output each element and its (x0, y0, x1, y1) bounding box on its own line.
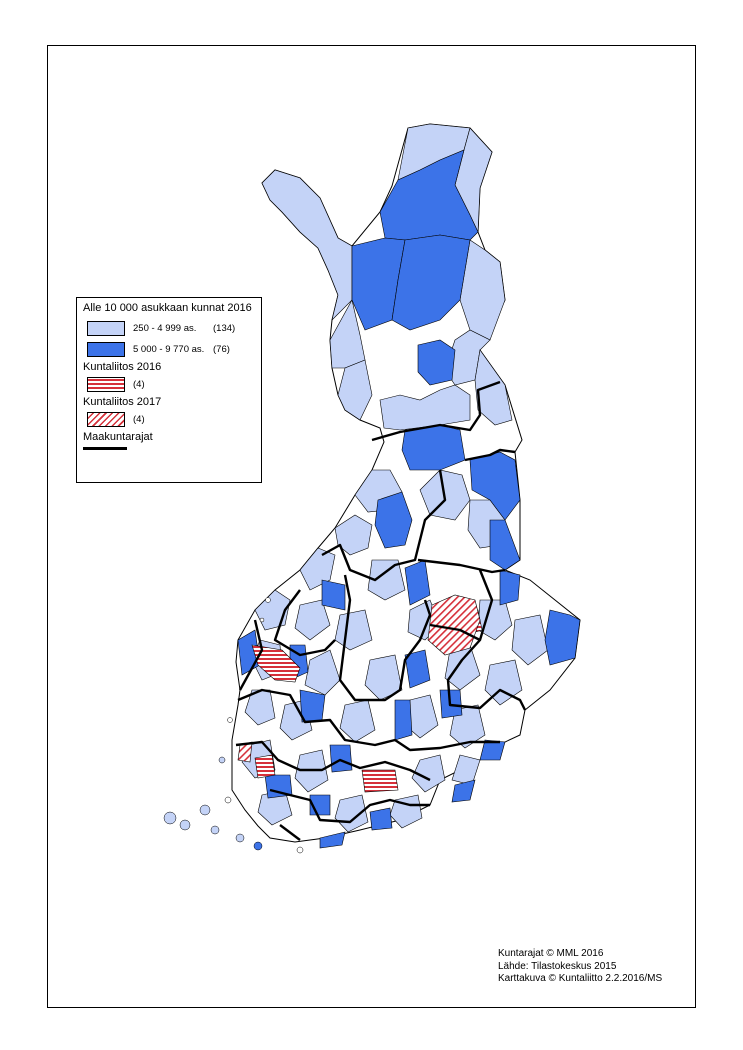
legend-merger-2017-title: Kuntaliitos 2017 (83, 396, 162, 408)
regional-borders (235, 380, 527, 841)
legend-count-small: (134) (213, 322, 236, 334)
merger-2017-areas (237, 594, 481, 763)
municipalities-light (241, 123, 549, 833)
legend-range-medium: 5 000 - 9 770 as. (133, 343, 205, 355)
legend-swatch-merger-2016 (87, 376, 125, 392)
municipalities-dark (237, 149, 581, 849)
credit-source: Lähde: Tilastokeskus 2015 (498, 960, 617, 972)
legend-regional-border-line (83, 447, 127, 450)
legend-row-merger-2017: (4) (83, 410, 255, 428)
legend-title: Alle 10 000 asukkaan kunnat 2016 (83, 302, 252, 314)
legend-count-merger-2017: (4) (133, 413, 145, 425)
credit-map: Karttakuva © Kuntaliitto 2.2.2016/MS (498, 973, 663, 984)
legend-row-small: 250 - 4 999 as. (134) (83, 319, 255, 337)
map-legend: Alle 10 000 asukkaan kunnat 2016 250 - 4… (76, 297, 262, 483)
legend-count-merger-2016: (4) (133, 378, 145, 390)
credit-borders: Kuntarajat © MML 2016 (498, 948, 604, 959)
legend-count-medium: (76) (213, 343, 230, 355)
archipelago-islands (163, 597, 304, 854)
legend-merger-2016-title: Kuntaliitos 2016 (83, 361, 162, 373)
legend-row-merger-2016: (4) (83, 375, 255, 393)
legend-row-medium: 5 000 - 9 770 as. (76) (83, 340, 255, 358)
legend-range-small: 250 - 4 999 as. (133, 322, 197, 334)
legend-swatch-small (87, 320, 125, 336)
legend-swatch-medium (87, 341, 125, 357)
map-credits: Kuntarajat © MML 2016 Lähde: Tilastokesk… (498, 948, 662, 986)
legend-swatch-merger-2017 (87, 411, 125, 427)
legend-regional-borders-title: Maakuntarajat (83, 431, 153, 443)
